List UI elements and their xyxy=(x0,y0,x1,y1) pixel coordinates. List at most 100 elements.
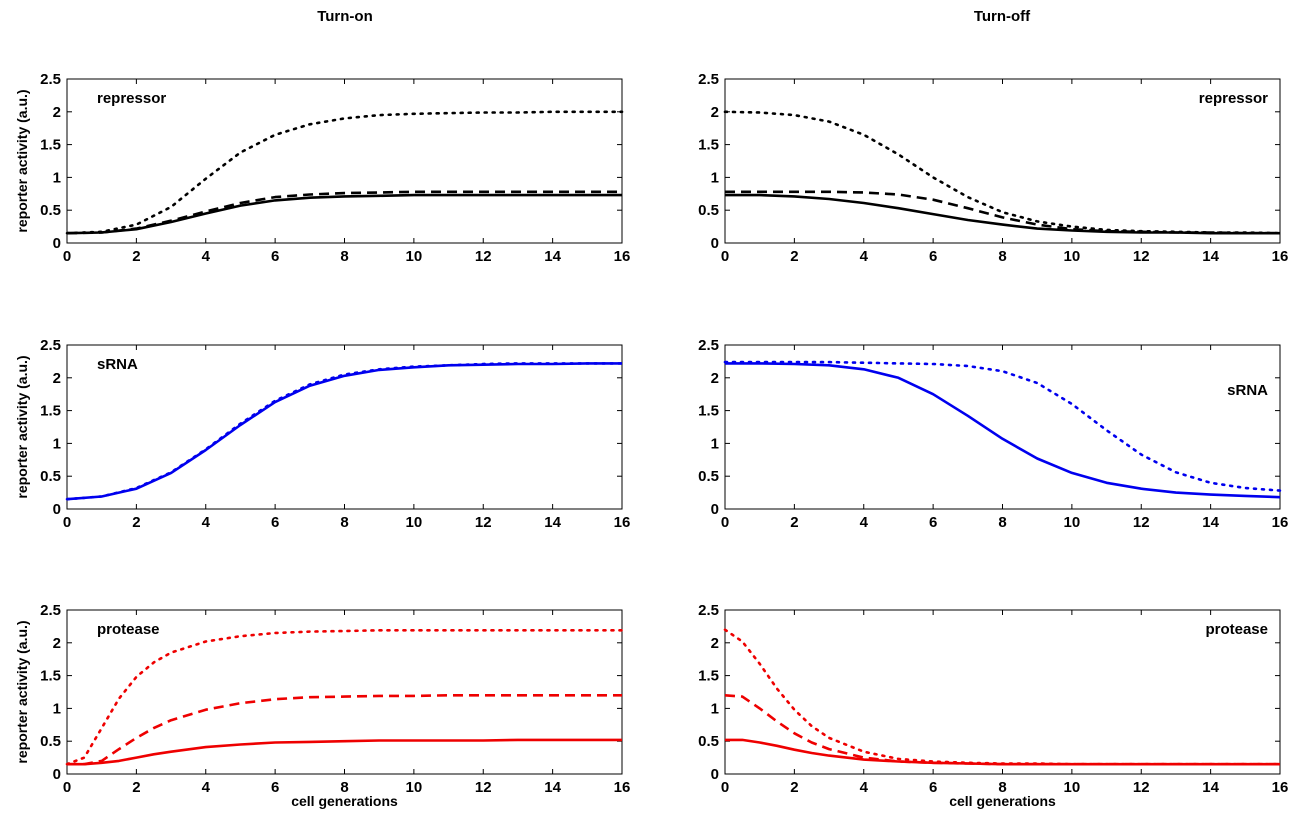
panel-protease-turn-on: 0 2 4 6 8 10 12 14 16 0 0.5 1 1.5 2 2.5 reporter activi… xyxy=(14,602,630,809)
y-tick-label: 2 xyxy=(53,370,61,387)
y-tick-label: 0 xyxy=(711,766,719,783)
y-tick-label: 0 xyxy=(711,501,719,518)
y-tick-label: 2.5 xyxy=(40,337,61,354)
series-line-dotted xyxy=(723,110,1282,235)
series-line-solid xyxy=(66,193,622,235)
x-axis-label: cell generations xyxy=(291,793,398,809)
x-tick-label: 16 xyxy=(614,514,631,531)
panel-srna-turn-on: 0 2 4 6 8 10 12 14 16 0 0.5 1 1.5 2 2.5 reporter activi… xyxy=(14,337,630,531)
x-tick-label: 2 xyxy=(132,514,140,531)
x-tick-label: 14 xyxy=(1202,779,1219,796)
x-tick-label: 16 xyxy=(614,779,631,796)
x-tick-label: 2 xyxy=(790,248,798,265)
x-tick-label: 2 xyxy=(790,779,798,796)
y-tick-label: 0.5 xyxy=(40,468,61,485)
x-tick-label: 6 xyxy=(271,514,279,531)
x-tick-label: 14 xyxy=(1202,248,1219,265)
y-axis-label: reporter activity (a.u.) xyxy=(14,620,30,763)
panel-repressor-turn-off: 0 2 4 6 8 10 12 14 16 0 0.5 1 1.5 2 2.5 repressor xyxy=(698,71,1288,265)
y-tick-label: 2 xyxy=(711,635,719,652)
y-tick-label: 0.5 xyxy=(698,468,719,485)
x-tick-label: 6 xyxy=(271,248,279,265)
panel-label: repressor xyxy=(97,90,166,107)
x-tick-label: 12 xyxy=(1133,779,1150,796)
y-axis-label: reporter activity (a.u.) xyxy=(14,89,30,232)
series-line-dotted xyxy=(65,628,624,766)
x-tick-label: 10 xyxy=(406,248,423,265)
x-axis-label: cell generations xyxy=(949,793,1056,809)
plot-frame xyxy=(724,609,1281,775)
panel-label: sRNA xyxy=(97,356,138,373)
y-tick-label: 0.5 xyxy=(698,202,719,219)
y-tick-label: 2.5 xyxy=(698,337,719,354)
series-line-dotted xyxy=(723,360,1282,492)
x-tick-label: 6 xyxy=(929,514,937,531)
y-tick-label: 2 xyxy=(711,370,719,387)
y-tick-label: 0.5 xyxy=(40,202,61,219)
x-tick-label: 2 xyxy=(132,779,140,796)
y-tick-label: 0 xyxy=(711,235,719,252)
x-tick-label: 6 xyxy=(271,779,279,796)
series-line-dotted xyxy=(65,362,624,501)
y-tick-label: 1 xyxy=(711,435,719,452)
x-tick-label: 16 xyxy=(614,248,631,265)
series-line-solid xyxy=(725,362,1281,499)
x-tick-label: 4 xyxy=(860,514,869,531)
x-tick-label: 6 xyxy=(929,779,937,796)
x-tick-label: 8 xyxy=(340,514,348,531)
x-tick-label: 8 xyxy=(998,514,1006,531)
series-line-dotted xyxy=(65,110,624,235)
x-tick-label: 12 xyxy=(475,779,492,796)
x-tick-label: 10 xyxy=(1064,514,1081,531)
x-tick-label: 8 xyxy=(998,779,1006,796)
y-tick-label: 2 xyxy=(53,104,61,121)
y-tick-label: 0 xyxy=(53,501,61,518)
x-tick-label: 10 xyxy=(406,779,423,796)
y-tick-label: 1.5 xyxy=(40,668,61,685)
column-title-turn-off: Turn-off xyxy=(973,8,1031,25)
y-tick-label: 1.5 xyxy=(40,137,61,154)
x-tick-label: 14 xyxy=(544,514,561,531)
y-tick-label: 0 xyxy=(53,766,61,783)
x-tick-label: 10 xyxy=(1064,779,1081,796)
x-tick-label: 0 xyxy=(63,248,71,265)
x-tick-label: 6 xyxy=(929,248,937,265)
series-line-solid xyxy=(66,362,622,501)
panel-repressor-turn-on: 0 2 4 6 8 10 12 14 16 0 0.5 1 1.5 2 2.5 reporter activi… xyxy=(14,71,630,265)
x-tick-label: 0 xyxy=(721,248,729,265)
y-tick-label: 2 xyxy=(711,104,719,121)
panel-srna-turn-off: 0 2 4 6 8 10 12 14 16 0 0.5 1 1.5 2 2.5 sRNA xyxy=(698,337,1288,531)
panel-label: protease xyxy=(1205,621,1268,638)
y-tick-label: 0.5 xyxy=(698,733,719,750)
x-tick-label: 10 xyxy=(406,514,423,531)
x-tick-label: 8 xyxy=(340,779,348,796)
y-tick-label: 1 xyxy=(53,435,61,452)
y-tick-label: 0.5 xyxy=(40,733,61,750)
y-tick-label: 1 xyxy=(711,169,719,186)
y-axis-label: reporter activity (a.u.) xyxy=(14,355,30,498)
x-tick-label: 4 xyxy=(202,779,211,796)
series-line-dotted xyxy=(723,628,1282,766)
x-tick-label: 0 xyxy=(721,779,729,796)
x-tick-label: 4 xyxy=(202,514,211,531)
column-title-turn-on: Turn-on xyxy=(317,8,373,25)
x-tick-label: 8 xyxy=(340,248,348,265)
y-tick-label: 1.5 xyxy=(40,403,61,420)
x-tick-label: 14 xyxy=(544,248,561,265)
y-tick-label: 2.5 xyxy=(40,602,61,619)
x-tick-label: 4 xyxy=(860,779,869,796)
y-tick-label: 1 xyxy=(53,700,61,717)
y-tick-label: 2 xyxy=(53,635,61,652)
x-tick-label: 0 xyxy=(721,514,729,531)
x-tick-label: 16 xyxy=(1272,779,1289,796)
x-tick-label: 10 xyxy=(1064,248,1081,265)
y-tick-label: 2.5 xyxy=(698,602,719,619)
plot-frame xyxy=(66,344,623,510)
x-tick-label: 12 xyxy=(475,248,492,265)
y-tick-label: 1.5 xyxy=(698,668,719,685)
x-tick-label: 0 xyxy=(63,779,71,796)
series-line-dashed xyxy=(66,190,622,235)
y-tick-label: 2.5 xyxy=(40,71,61,88)
y-tick-label: 0 xyxy=(53,235,61,252)
